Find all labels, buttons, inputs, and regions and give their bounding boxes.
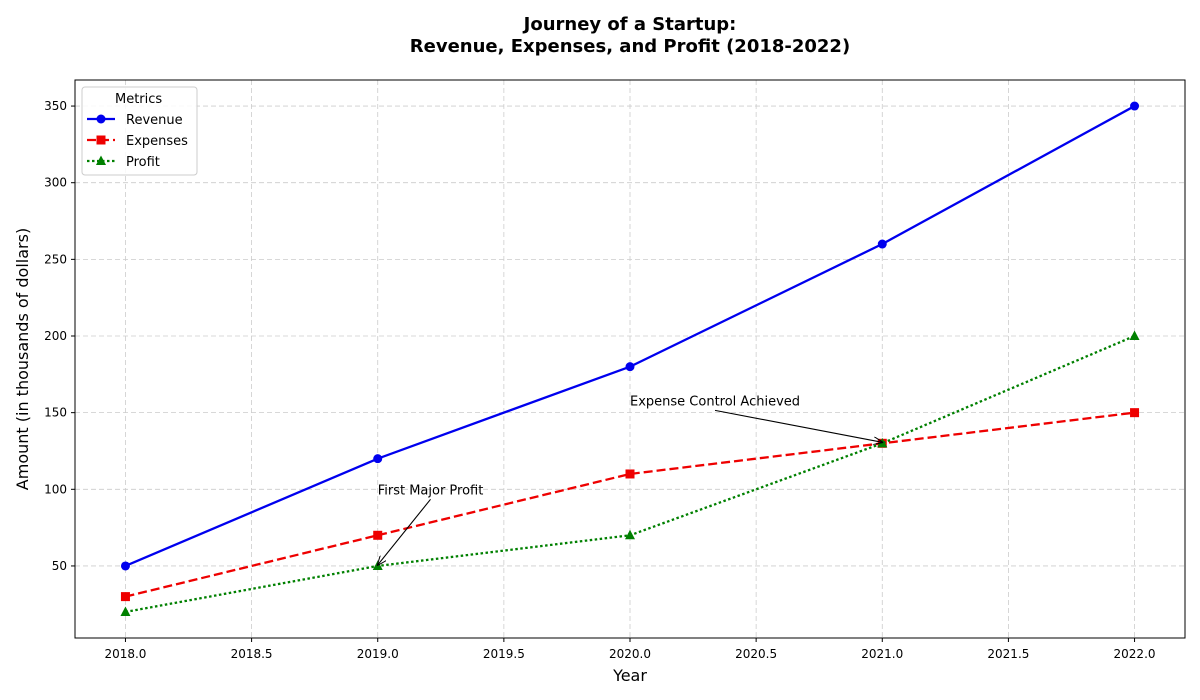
chart-title: Journey of a Startup: Revenue, Expenses,…	[410, 14, 850, 57]
x-tick-label: 2019.0	[357, 647, 399, 661]
grid	[75, 80, 1185, 638]
legend: Metrics Revenue Expenses Profit	[81, 86, 198, 176]
legend-profit-label: Profit	[126, 155, 160, 170]
profit-point	[120, 606, 131, 616]
y-axis-label: Amount (in thousands of dollars)	[13, 228, 32, 490]
y-tick-label: 250	[44, 252, 67, 266]
x-tick-label: 2020.5	[735, 647, 777, 661]
legend-profit-marker	[96, 155, 106, 165]
expenses-point	[120, 592, 130, 602]
y-tick-label: 50	[52, 559, 67, 573]
revenue-point	[877, 239, 887, 249]
x-axis-label: Year	[612, 666, 647, 685]
y-tick-label: 200	[44, 329, 67, 343]
y-tick-label: 350	[44, 99, 67, 113]
chart-title-line-2: Revenue, Expenses, and Profit (2018-2022…	[410, 36, 850, 57]
annotation-text: Expense Control Achieved	[630, 394, 800, 409]
expenses-point	[373, 530, 383, 540]
profit-point	[372, 560, 383, 570]
revenue-point	[373, 454, 383, 464]
x-tick-label: 2020.0	[609, 647, 651, 661]
chart-title-line-1: Journey of a Startup:	[522, 14, 737, 35]
profit-point	[625, 529, 635, 540]
profit-point	[1129, 330, 1140, 341]
annotation-text: First Major Profit	[378, 483, 484, 498]
expenses-point	[625, 469, 635, 479]
revenue-point	[1130, 101, 1140, 111]
series-revenue	[120, 101, 1140, 571]
x-tick-label: 2019.5	[483, 647, 525, 661]
y-tick-label: 150	[44, 406, 67, 420]
legend-title: Metrics	[115, 92, 162, 107]
annotation-arrow	[378, 498, 431, 565]
plot-series	[120, 101, 1140, 616]
annotations: First Major Profit Expense Control Achiev…	[378, 394, 883, 565]
x-tick-label: 2022.0	[1114, 647, 1156, 661]
expenses-line	[125, 411, 1135, 598]
legend-expenses-label: Expenses	[126, 134, 188, 149]
legend-revenue-marker	[96, 114, 106, 124]
y-tick-label: 100	[44, 482, 67, 496]
axis-ticks: 2018.0 2018.5 2019.0 2019.5 2020.0 2020.5 2021…	[44, 99, 1155, 661]
x-tick-label: 2018.0	[104, 647, 146, 661]
revenue-point	[625, 362, 635, 372]
x-tick-label: 2021.5	[987, 647, 1029, 661]
legend-revenue-label: Revenue	[126, 113, 183, 128]
x-tick-label: 2021.0	[861, 647, 903, 661]
annotation-arrow	[714, 409, 882, 442]
revenue-point	[120, 561, 130, 571]
legend-expenses-marker	[96, 135, 106, 145]
x-tick-label: 2018.5	[231, 647, 273, 661]
y-tick-label: 300	[44, 176, 67, 190]
legend-box	[81, 86, 198, 176]
expenses-point	[1130, 408, 1140, 418]
